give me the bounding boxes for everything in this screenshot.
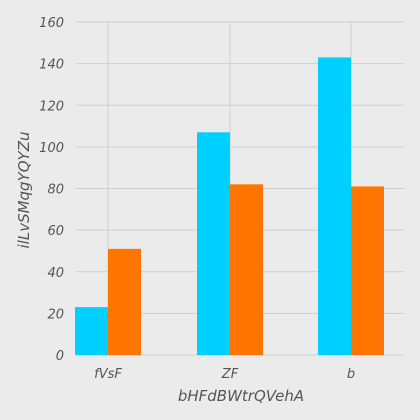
y-tick-label-0: 0 — [56, 349, 64, 364]
y-tick-label-1: 20 — [47, 307, 64, 322]
y-tick-label-6: 120 — [39, 99, 64, 114]
y-tick-label-8: 160 — [39, 16, 64, 31]
y-tick-labels: 0 20 40 60 80 100 120 140 160 — [39, 16, 64, 364]
y-tick-label-5: 100 — [39, 141, 64, 156]
y-tick-label-2: 40 — [47, 266, 64, 281]
bar-series1-ZF — [197, 132, 230, 355]
bar-series2-ZF — [230, 184, 263, 355]
bars — [75, 57, 384, 355]
bar-series2-b — [351, 186, 384, 355]
bar-series2-fVsF — [108, 248, 141, 355]
bar-series1-fVsF — [75, 307, 108, 355]
x-tick-labels: fVsF ZF b — [94, 367, 355, 382]
bar-series1-b — [318, 57, 351, 355]
x-axis-title: bHFdBWtrQVehA — [178, 387, 304, 405]
y-tick-label-4: 80 — [47, 183, 64, 198]
y-tick-label-7: 140 — [39, 58, 64, 73]
x-tick-label-0: fVsF — [94, 367, 122, 382]
x-tick-label-1: ZF — [221, 367, 239, 382]
y-tick-label-3: 60 — [47, 224, 64, 239]
y-axis-title: ilLvSMqgYQYZu — [15, 132, 33, 249]
x-tick-label-2: b — [347, 367, 355, 382]
